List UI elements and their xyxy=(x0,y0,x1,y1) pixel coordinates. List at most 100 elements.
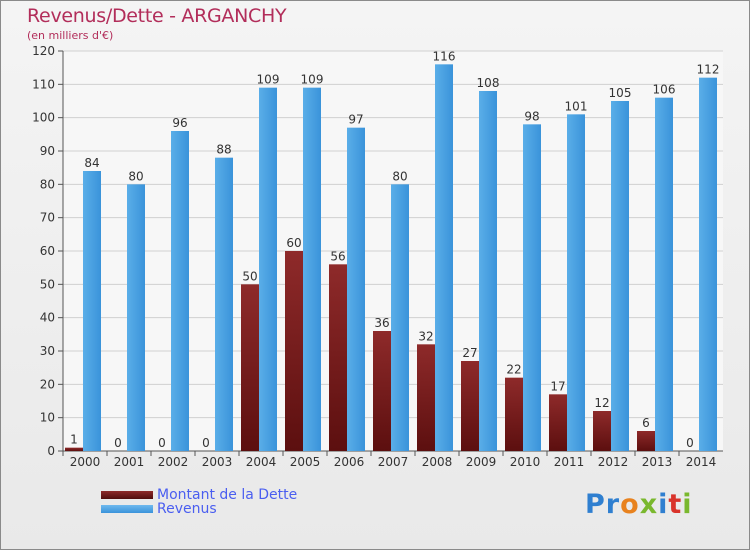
y-tick-label: 70 xyxy=(40,211,55,225)
bar-revenus xyxy=(171,131,189,451)
y-tick-label: 30 xyxy=(40,344,55,358)
data-label-debt: 50 xyxy=(242,269,257,283)
bar-debt xyxy=(241,284,259,451)
data-label-debt: 0 xyxy=(158,436,166,450)
bar-revenus xyxy=(567,114,585,451)
data-label-revenus: 112 xyxy=(697,63,720,77)
x-tick-label: 2011 xyxy=(554,455,585,469)
logo-letter: r xyxy=(605,489,621,520)
bar-revenus xyxy=(259,87,277,452)
bar-revenus xyxy=(655,97,673,452)
bar-revenus xyxy=(479,91,497,451)
bar-revenus xyxy=(391,184,409,452)
data-label-revenus: 80 xyxy=(392,169,407,183)
data-label-debt: 22 xyxy=(506,363,521,377)
bar-revenus xyxy=(347,127,365,452)
x-tick-label: 2014 xyxy=(686,455,717,469)
data-label-revenus: 109 xyxy=(301,73,324,87)
x-tick-label: 2009 xyxy=(466,455,497,469)
x-tick-label: 2010 xyxy=(510,455,541,469)
x-tick-label: 2004 xyxy=(246,455,277,469)
x-tick-label: 2006 xyxy=(334,455,365,469)
logo-letter: o xyxy=(620,489,640,520)
y-tick-label: 90 xyxy=(40,144,55,158)
logo-letter: x xyxy=(639,489,659,520)
bar-debt xyxy=(637,431,655,451)
logo-letter: P xyxy=(585,489,606,520)
legend-item-revenus: Revenus xyxy=(101,501,217,517)
data-label-revenus: 97 xyxy=(348,113,363,127)
x-tick-label: 2008 xyxy=(422,455,453,469)
y-tick-label: 120 xyxy=(32,44,55,58)
bar-revenus xyxy=(303,87,321,452)
data-label-debt: 12 xyxy=(594,396,609,410)
x-tick-label: 2002 xyxy=(158,455,189,469)
legend-swatch-debt xyxy=(101,491,153,499)
data-label-debt: 1 xyxy=(70,433,78,447)
bar-debt xyxy=(285,251,303,451)
y-tick-label: 110 xyxy=(32,77,55,91)
bar-debt xyxy=(549,394,567,451)
x-tick-label: 2003 xyxy=(202,455,233,469)
data-label-revenus: 108 xyxy=(477,76,500,90)
data-label-debt: 32 xyxy=(418,329,433,343)
data-label-debt: 0 xyxy=(686,436,694,450)
data-label-debt: 0 xyxy=(114,436,122,450)
logo-letter: t xyxy=(668,489,683,520)
y-tick-label: 10 xyxy=(40,411,55,425)
data-label-debt: 36 xyxy=(374,316,389,330)
logo-letter: i xyxy=(658,489,669,520)
proxiti-logo: Proxiti xyxy=(585,489,693,520)
y-tick-label: 100 xyxy=(32,111,55,125)
data-label-revenus: 96 xyxy=(172,116,187,130)
x-tick-label: 2000 xyxy=(70,455,101,469)
data-label-revenus: 105 xyxy=(609,86,632,100)
data-label-revenus: 109 xyxy=(257,73,280,87)
y-tick-label: 50 xyxy=(40,277,55,291)
legend-label-revenus: Revenus xyxy=(157,501,217,517)
data-label-debt: 0 xyxy=(202,436,210,450)
x-tick-label: 2007 xyxy=(378,455,409,469)
legend-item-debt: Montant de la Dette xyxy=(101,487,297,503)
bar-revenus xyxy=(127,184,145,452)
data-label-debt: 56 xyxy=(330,249,345,263)
x-tick-label: 2005 xyxy=(290,455,321,469)
bar-debt xyxy=(593,411,611,451)
bar-debt xyxy=(417,344,435,451)
bar-revenus xyxy=(435,64,453,452)
data-label-revenus: 84 xyxy=(84,156,99,170)
logo-letter: i xyxy=(682,489,693,520)
bar-debt xyxy=(65,447,83,451)
y-tick-label: 0 xyxy=(47,444,55,458)
x-tick-label: 2013 xyxy=(642,455,673,469)
data-label-debt: 60 xyxy=(286,236,301,250)
bar-debt xyxy=(373,331,391,451)
bar-revenus xyxy=(83,171,101,451)
data-label-revenus: 101 xyxy=(565,99,588,113)
data-label-debt: 27 xyxy=(462,346,477,360)
data-label-revenus: 116 xyxy=(433,49,456,63)
legend-label-debt: Montant de la Dette xyxy=(157,487,298,503)
y-tick-label: 20 xyxy=(40,377,55,391)
y-tick-label: 60 xyxy=(40,244,55,258)
bar-debt xyxy=(461,361,479,451)
bar-debt xyxy=(329,264,347,451)
bar-debt xyxy=(505,377,523,451)
y-tick-label: 40 xyxy=(40,311,55,325)
x-tick-label: 2001 xyxy=(114,455,145,469)
data-label-revenus: 98 xyxy=(524,109,539,123)
data-label-revenus: 106 xyxy=(653,83,676,97)
y-tick-label: 80 xyxy=(40,177,55,191)
chart-subtitle: (en milliers d'€) xyxy=(27,29,114,42)
x-tick-label: 2012 xyxy=(598,455,629,469)
bar-revenus xyxy=(523,124,541,451)
data-label-debt: 17 xyxy=(550,379,565,393)
chart-title: Revenus/Dette - ARGANCHY xyxy=(27,5,287,27)
bar-revenus xyxy=(215,157,233,451)
bar-revenus xyxy=(611,101,629,451)
bar-revenus xyxy=(699,77,717,452)
data-label-revenus: 80 xyxy=(128,169,143,183)
legend-swatch-revenus xyxy=(101,505,153,513)
